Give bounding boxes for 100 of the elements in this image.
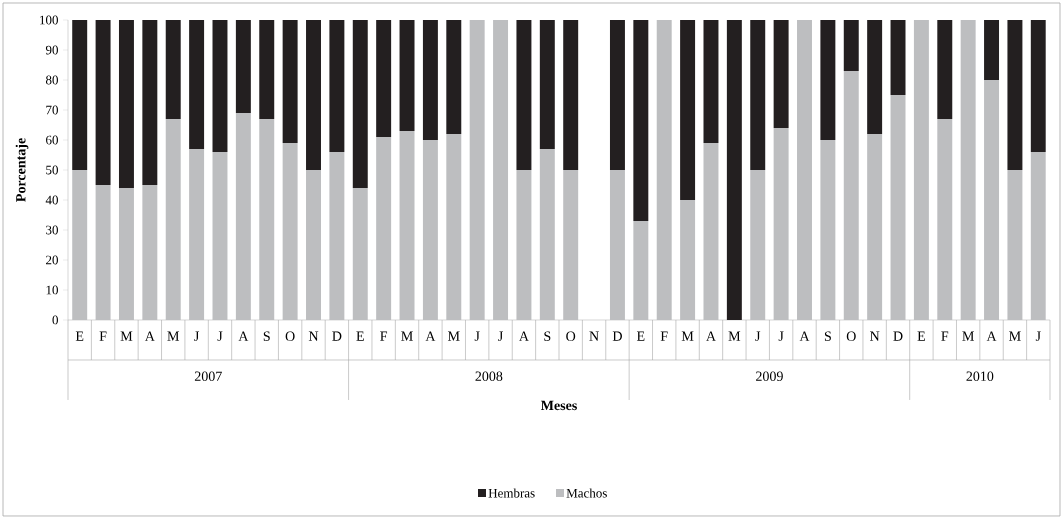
bar — [750, 169, 766, 320]
bar — [773, 127, 789, 320]
x-tick-label: A — [986, 331, 997, 341]
bar — [726, 20, 742, 320]
x-tick-label: M — [401, 331, 413, 341]
bar — [609, 169, 625, 320]
bar — [95, 20, 111, 185]
bar — [633, 220, 649, 320]
bar — [820, 20, 836, 140]
y-tick-label: 100 — [40, 15, 58, 25]
bar — [516, 169, 532, 320]
bar — [352, 20, 368, 188]
bar — [843, 20, 859, 71]
bar — [235, 112, 251, 320]
x-tick-label: M — [447, 331, 460, 341]
bar — [680, 199, 696, 320]
x-tick-label: O — [846, 331, 856, 341]
y-tick-label: 50 — [46, 165, 58, 175]
y-tick-label: 10 — [46, 285, 58, 295]
bar — [1030, 20, 1046, 152]
bar — [750, 20, 766, 170]
bar — [937, 20, 953, 119]
x-tick-label: E — [917, 331, 925, 341]
bar — [165, 20, 181, 119]
x-tick-label: D — [893, 331, 903, 341]
x-tick-label: A — [706, 331, 716, 341]
bar — [539, 148, 555, 320]
y-tick-label: 80 — [45, 75, 58, 85]
bar — [516, 20, 532, 170]
y-tick-label: 60 — [46, 135, 58, 145]
x-tick-label: M — [120, 331, 133, 341]
text: 2007 — [194, 371, 222, 381]
bar — [72, 169, 88, 320]
x-tick-label: F — [380, 331, 388, 341]
bar — [469, 20, 485, 320]
bar — [656, 20, 672, 320]
bar — [282, 142, 298, 320]
x-tick-label: E — [356, 331, 364, 341]
x-tick-label: N — [869, 331, 880, 341]
bar — [306, 20, 321, 170]
bar — [422, 20, 438, 140]
bar — [376, 20, 392, 137]
bar — [118, 20, 134, 188]
bar — [843, 70, 859, 320]
bar — [867, 133, 883, 320]
bar — [142, 184, 158, 320]
x-tick-label: F — [660, 331, 668, 341]
x-tick-label: A — [238, 331, 249, 341]
x-tick-label: O — [566, 331, 576, 341]
bar — [329, 151, 345, 320]
bar — [259, 20, 275, 119]
legend-label: Hembras — [488, 488, 535, 498]
x-tick-label: M — [962, 331, 974, 341]
y-tick-label: 90 — [45, 45, 58, 55]
bar — [235, 20, 251, 113]
bar — [890, 94, 906, 320]
x-tick-label: F — [99, 331, 107, 341]
x-tick-label: J — [755, 331, 761, 341]
bar — [1007, 169, 1023, 320]
bar — [633, 20, 649, 221]
bar — [95, 184, 111, 320]
bar — [609, 20, 625, 170]
bar — [913, 20, 929, 320]
x-tick-label: N — [589, 331, 599, 341]
y-tick-label: 40 — [45, 195, 58, 205]
y-tick-label: 20 — [46, 255, 58, 265]
x-tick-label: A — [519, 331, 529, 341]
x-tick-label: D — [332, 331, 342, 341]
bar — [189, 148, 205, 320]
bar — [563, 169, 579, 320]
bar — [422, 139, 438, 320]
x-tick-label: M — [728, 331, 741, 341]
bar — [329, 20, 345, 152]
bar — [376, 136, 392, 320]
bar — [259, 118, 275, 320]
x-tick-label: E — [636, 331, 645, 341]
x-axis-title: Meses — [540, 400, 577, 411]
bar — [1007, 20, 1023, 170]
bar — [984, 20, 1000, 80]
bar — [399, 130, 415, 320]
bar — [352, 187, 368, 320]
x-tick-label: M — [681, 331, 694, 341]
bar — [1030, 151, 1046, 320]
bar — [446, 20, 462, 134]
text: 2008 — [475, 371, 503, 381]
bar — [165, 118, 181, 320]
bar — [539, 20, 555, 149]
bar — [890, 20, 906, 95]
x-tick-label: M — [167, 331, 180, 341]
bar — [984, 79, 1000, 320]
bar — [399, 20, 415, 131]
y-axis-title: Porcentaje — [15, 138, 29, 202]
text: 2010 — [966, 371, 994, 381]
x-tick-label: S — [263, 331, 270, 341]
text: 2009 — [756, 371, 783, 381]
x-tick-label: A — [799, 331, 810, 341]
y-tick-label: 70 — [46, 105, 58, 115]
legend-label: Machos — [566, 488, 607, 498]
bar — [142, 20, 158, 185]
x-tick-label: E — [75, 331, 84, 341]
